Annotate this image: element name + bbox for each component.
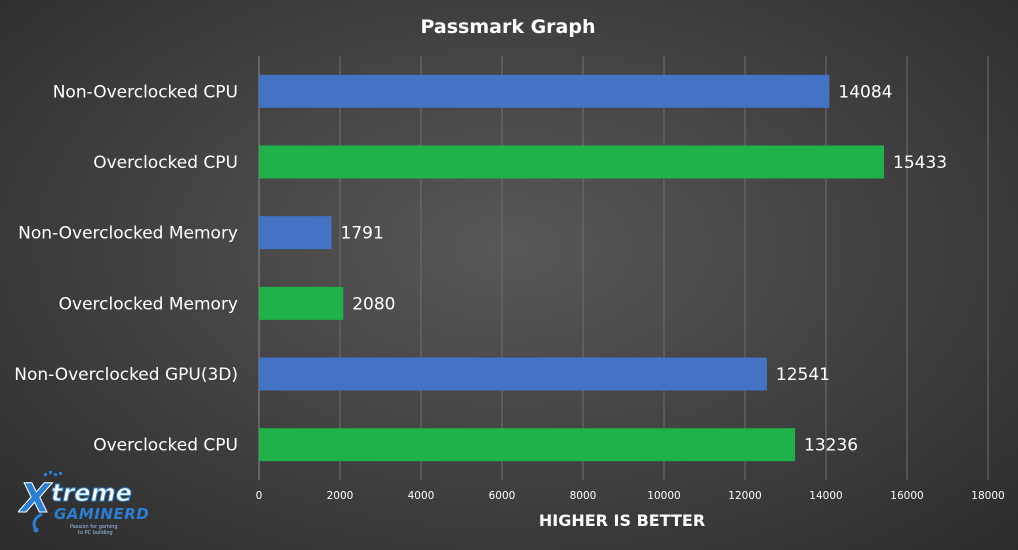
bar <box>259 428 796 462</box>
bar <box>259 286 344 320</box>
logo-subword: GAMINERD <box>54 505 149 523</box>
value-label: 12541 <box>776 365 830 385</box>
xtreme-gaminerd-logo: X treme GAMINERD Passion for gaming to P… <box>17 470 168 542</box>
x-tick-label: 18000 <box>971 490 1004 502</box>
value-label: 13236 <box>804 436 858 456</box>
x-axis-title: HIGHER IS BETTER <box>539 511 705 530</box>
x-tick-label: 6000 <box>489 490 516 502</box>
category-label: Overclocked CPU <box>93 436 238 456</box>
x-tick-label: 4000 <box>408 490 435 502</box>
category-label: Non-Overclocked GPU(3D) <box>14 365 238 385</box>
value-label: 2080 <box>352 294 395 314</box>
bars <box>259 74 885 462</box>
category-label: Overclocked CPU <box>93 153 238 173</box>
category-label: Overclocked Memory <box>59 294 238 314</box>
category-label: Non-Overclocked Memory <box>18 224 238 244</box>
chart-title: Passmark Graph <box>420 16 595 38</box>
x-tick-label: 2000 <box>327 490 354 502</box>
logo-tagline-2: to PC building <box>78 530 113 536</box>
labels: 0 2000 4000 6000 8000 10000 12000 14000 16000 180… <box>14 82 1004 502</box>
logo-graphic: X treme GAMINERD Passion for gaming to P… <box>17 471 149 536</box>
x-tick-label: 8000 <box>570 490 597 502</box>
value-label: 15433 <box>893 153 947 173</box>
x-tick-label: 10000 <box>647 490 680 502</box>
gridlines <box>258 56 989 480</box>
logo-initial: X <box>18 476 53 522</box>
x-tick-label: 14000 <box>809 490 842 502</box>
logo-tagline-1: Passion for gaming <box>70 524 118 530</box>
bar <box>259 357 767 391</box>
bar <box>259 216 332 250</box>
bar <box>259 145 885 179</box>
x-tick-label: 0 <box>256 490 263 502</box>
logo-word: treme <box>51 479 132 507</box>
value-label: 1791 <box>341 224 384 244</box>
x-tick-label: 12000 <box>728 490 761 502</box>
bar <box>259 74 830 108</box>
category-label: Non-Overclocked CPU <box>53 82 238 102</box>
value-label: 14084 <box>838 82 892 102</box>
x-tick-label: 16000 <box>890 490 923 502</box>
